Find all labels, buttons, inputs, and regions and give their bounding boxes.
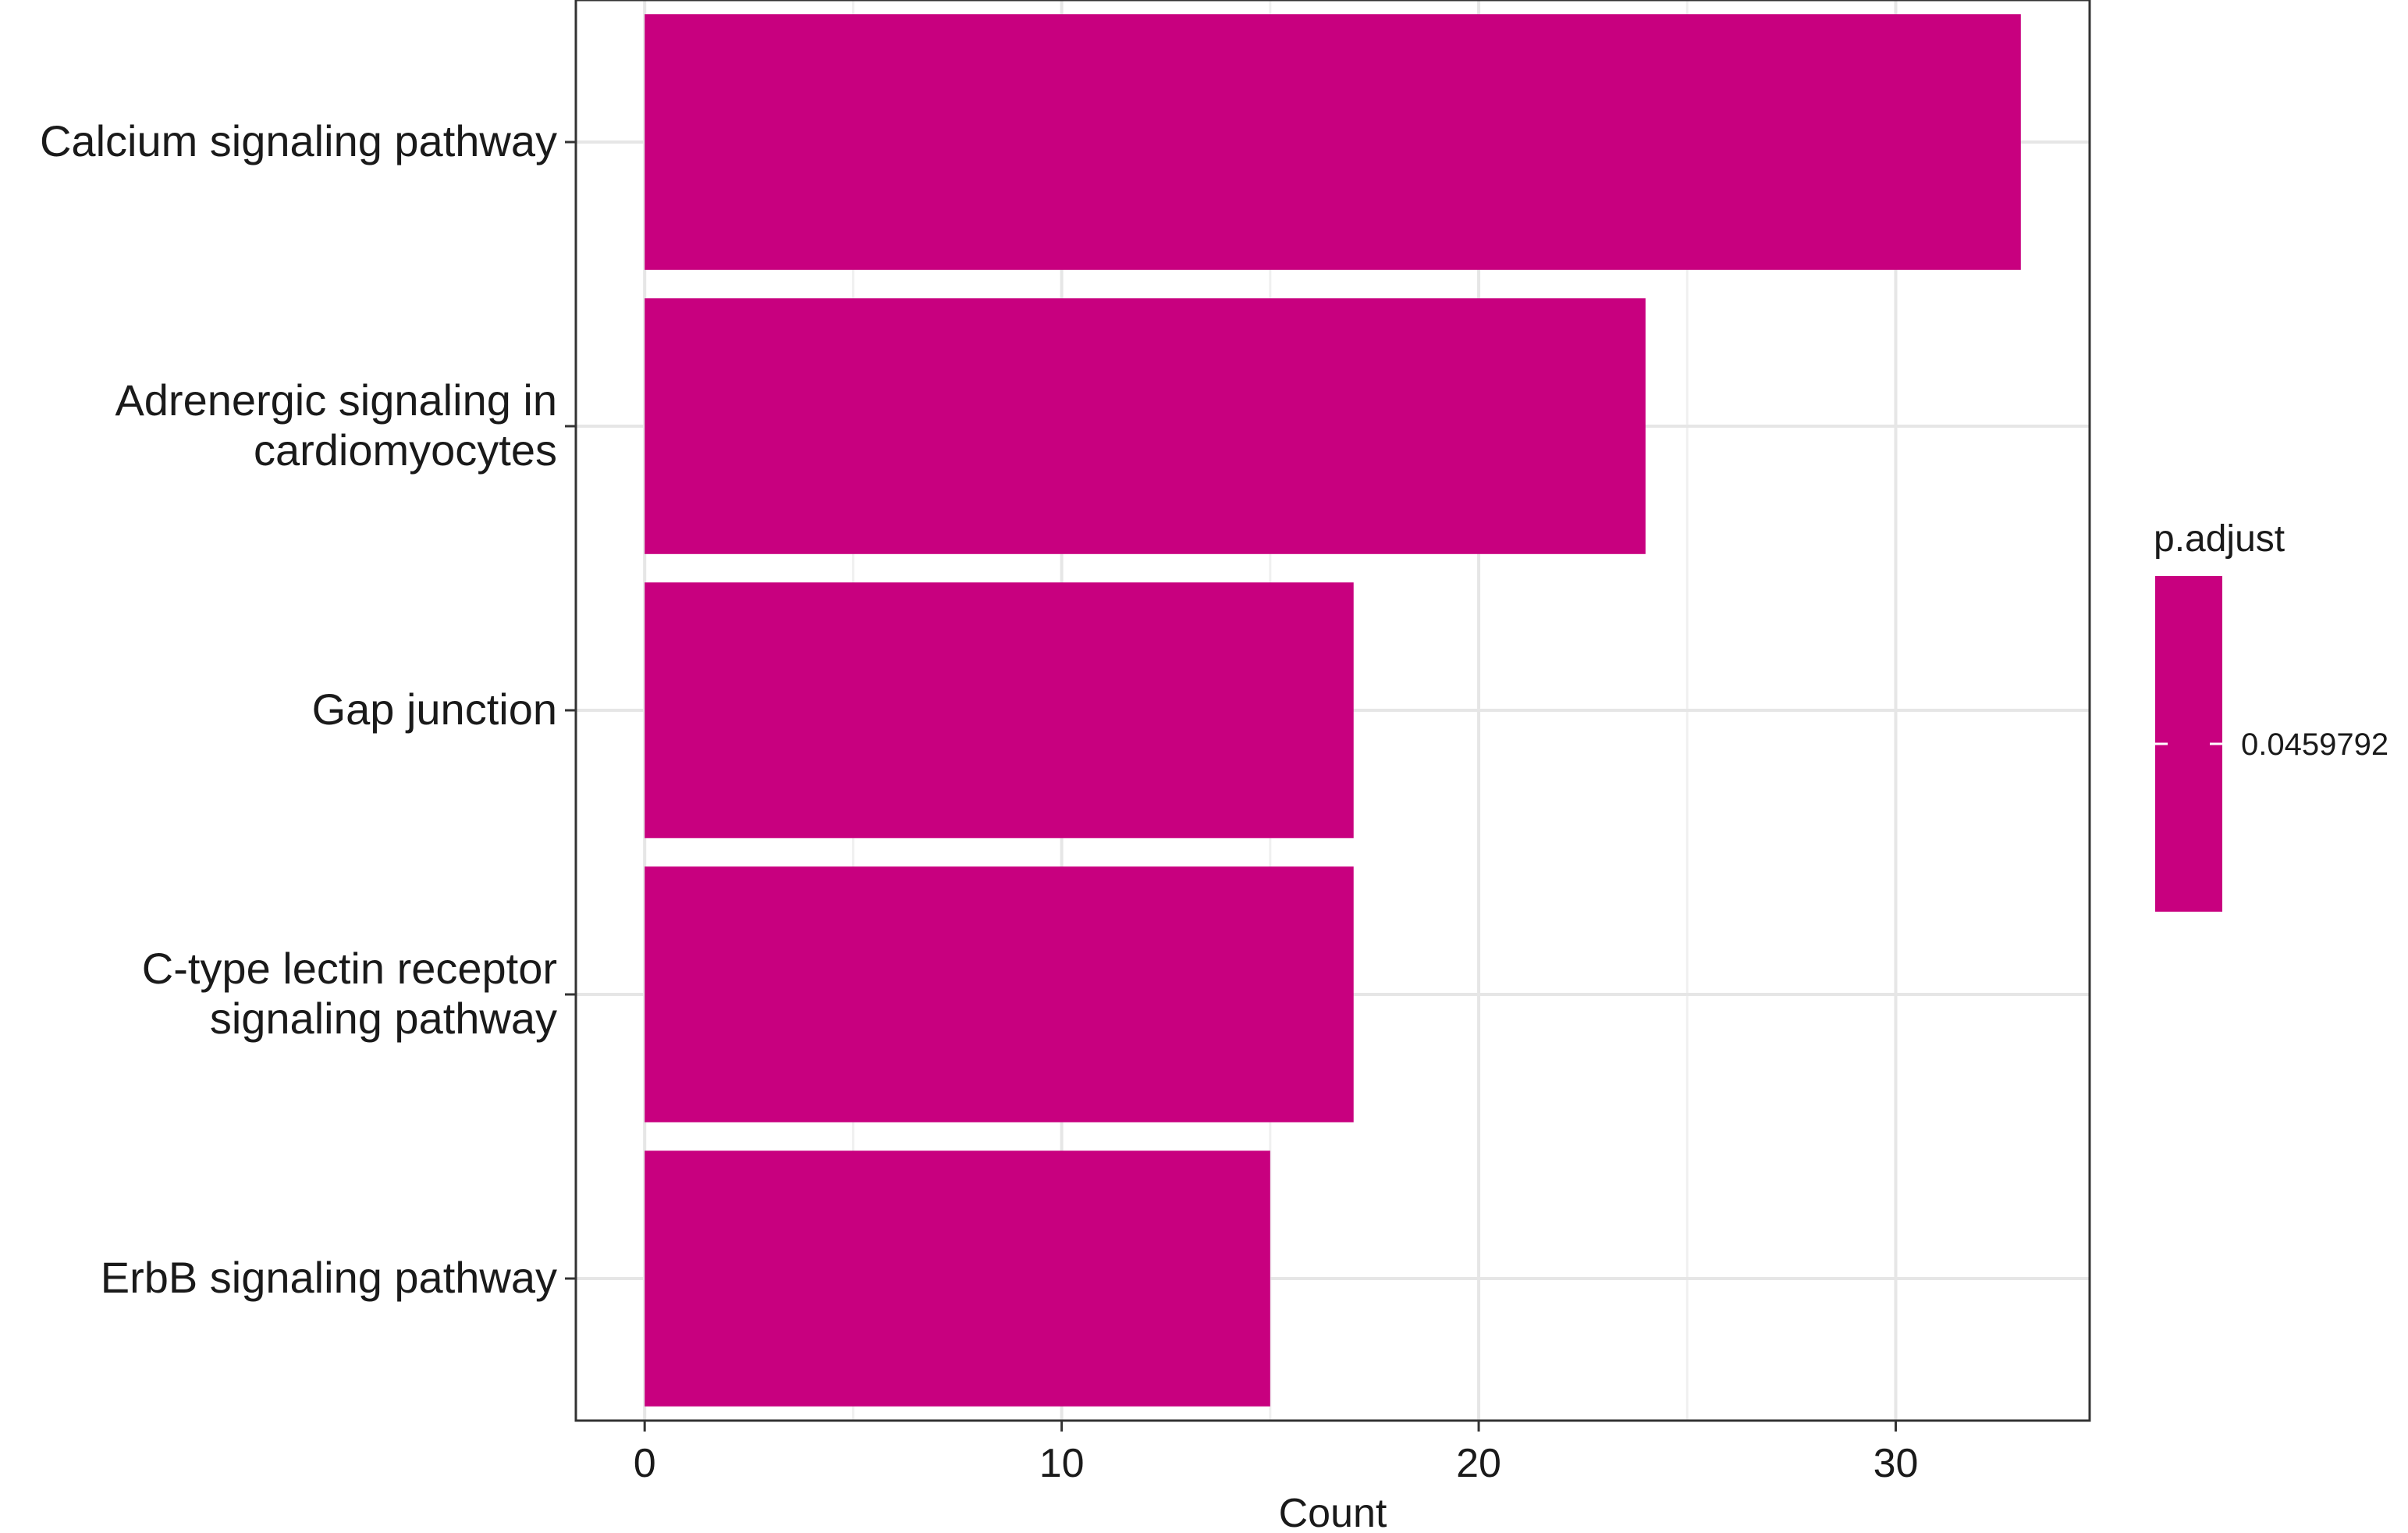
bar [645,298,1646,554]
y-tick-label: Gap junction [312,685,557,734]
legend: p.adjust 0.0459792 [2154,518,2388,912]
bar [645,866,1354,1122]
y-tick-label: C-type lectin receptor [142,944,557,993]
x-tick-label: 20 [1456,1441,1501,1486]
y-tick-label: Adrenergic signaling in [115,375,557,425]
legend-title: p.adjust [2154,518,2285,560]
y-tick-label: Calcium signaling pathway [40,116,557,165]
x-tick-label: 10 [1039,1441,1085,1486]
y-axis: Calcium signaling pathway Adrenergic sign… [40,116,576,1302]
y-tick-label: signaling pathway [210,994,557,1043]
y-tick-label: ErbB signaling pathway [101,1253,557,1302]
x-axis-title: Count [1279,1491,1387,1533]
bars [645,14,2021,1407]
legend-value-label: 0.0459792 [2241,727,2388,762]
x-tick-label: 30 [1873,1441,1919,1486]
y-tick-label: cardiomyocytes [254,425,557,475]
bar [645,1151,1270,1407]
bar [645,582,1354,838]
x-tick-label: 0 [634,1441,656,1486]
bar [645,14,2021,270]
x-axis: 0 10 20 30 [634,1421,1919,1486]
